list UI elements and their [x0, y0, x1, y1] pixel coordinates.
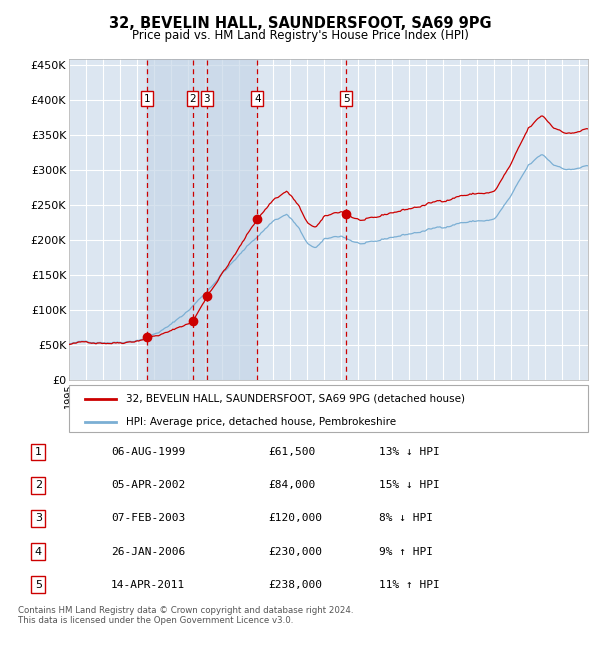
Text: £238,000: £238,000	[268, 580, 322, 590]
Text: 32, BEVELIN HALL, SAUNDERSFOOT, SA69 9PG (detached house): 32, BEVELIN HALL, SAUNDERSFOOT, SA69 9PG…	[126, 393, 465, 404]
Text: 13% ↓ HPI: 13% ↓ HPI	[379, 447, 439, 457]
Text: 32, BEVELIN HALL, SAUNDERSFOOT, SA69 9PG: 32, BEVELIN HALL, SAUNDERSFOOT, SA69 9PG	[109, 16, 491, 31]
Text: 1: 1	[144, 94, 151, 104]
Text: 4: 4	[254, 94, 260, 104]
Text: 05-APR-2002: 05-APR-2002	[111, 480, 185, 490]
Text: 06-AUG-1999: 06-AUG-1999	[111, 447, 185, 457]
Text: 1: 1	[35, 447, 41, 457]
Text: £120,000: £120,000	[268, 514, 322, 523]
Text: 5: 5	[343, 94, 349, 104]
Text: 3: 3	[35, 514, 41, 523]
Text: £230,000: £230,000	[268, 547, 322, 556]
Text: 3: 3	[203, 94, 210, 104]
Bar	[147, 58, 257, 380]
Text: 2: 2	[35, 480, 42, 490]
FancyBboxPatch shape	[69, 385, 588, 432]
Text: HPI: Average price, detached house, Pembrokeshire: HPI: Average price, detached house, Pemb…	[126, 417, 396, 427]
Text: 07-FEB-2003: 07-FEB-2003	[111, 514, 185, 523]
Text: 8% ↓ HPI: 8% ↓ HPI	[379, 514, 433, 523]
Text: 14-APR-2011: 14-APR-2011	[111, 580, 185, 590]
Text: £84,000: £84,000	[268, 480, 316, 490]
Text: £61,500: £61,500	[268, 447, 316, 457]
Text: 26-JAN-2006: 26-JAN-2006	[111, 547, 185, 556]
Text: Price paid vs. HM Land Registry's House Price Index (HPI): Price paid vs. HM Land Registry's House …	[131, 29, 469, 42]
Text: Contains HM Land Registry data © Crown copyright and database right 2024.
This d: Contains HM Land Registry data © Crown c…	[18, 606, 353, 625]
Text: 9% ↑ HPI: 9% ↑ HPI	[379, 547, 433, 556]
Text: 2: 2	[189, 94, 196, 104]
Text: 15% ↓ HPI: 15% ↓ HPI	[379, 480, 439, 490]
Text: 5: 5	[35, 580, 41, 590]
Text: 11% ↑ HPI: 11% ↑ HPI	[379, 580, 439, 590]
Text: 4: 4	[35, 547, 42, 556]
